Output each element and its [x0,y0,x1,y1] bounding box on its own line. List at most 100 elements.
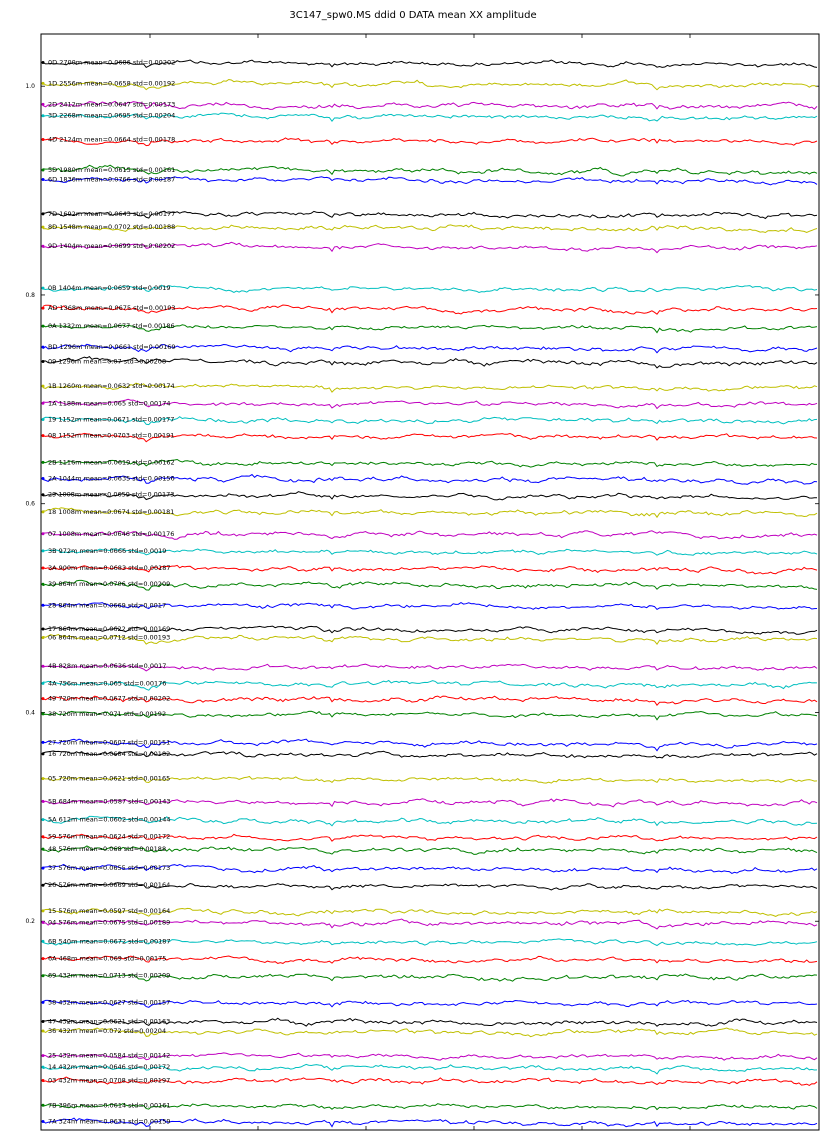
series-label: 14 432m mean=0.0646 std=0.00172 [48,1063,170,1071]
series-line [42,224,818,234]
series-label: 1B 1260m mean=0.0632 std=0.00174 [48,382,175,390]
series-label: 36 432m mean=0.072 std=0.00204 [48,1027,166,1035]
series-line [42,999,818,1008]
series-label: AD 1368m mean=0.0675 std=0.00193 [48,304,176,312]
series-label: 26 576m mean=0.0669 std=0.00164 [48,881,170,889]
series-line [42,164,818,177]
series-marker [41,460,45,464]
series-marker [41,920,45,924]
series-marker [41,777,45,781]
series-line [42,210,818,220]
series-line [42,907,818,917]
series-line [42,663,818,672]
series-label: 25 432m mean=0.0584 std=0.00142 [48,1052,170,1060]
series-line [42,355,818,369]
series-label: 49 720m mean=0.0677 std=0.00202 [48,695,170,703]
series-marker [41,244,45,248]
series-label: 0B 1404m mean=0.0659 std=0.0019 [48,284,171,292]
series-line [42,1076,818,1086]
series-line [42,1017,818,1027]
series-line [42,176,818,186]
series-label: 03 432m mean=0.0708 std=0.00197 [48,1077,170,1085]
series-marker [41,324,45,328]
series-label: 1A 1188m mean=0.065 std=0.00174 [48,399,171,407]
series-label: 3D 2268m mean=0.0695 std=0.00204 [48,112,175,120]
chart-title: 3C147_spw0.MS ddid 0 DATA mean XX amplit… [289,10,537,21]
y-axis: 0.2 0.4 0.6 0.8 1.0 [25,83,819,925]
series-line [42,304,818,315]
series-line [42,382,818,393]
series-label: 39 864m mean=0.0706 std=0.00209 [48,580,170,588]
series-marker [41,477,45,481]
y-tick-label: 1.0 [25,83,35,90]
series-marker [41,345,45,349]
series-marker [41,1119,45,1123]
series-marker [41,1029,45,1033]
series-line [42,750,818,759]
series-label: 37 576m mean=0.0655 std=0.00173 [48,864,170,872]
series-label: 7B 396m mean=0.0614 std=0.00161 [48,1101,171,1109]
series-marker [41,664,45,668]
series-label: 2A 1044m mean=0.0635 std=0.00156 [48,475,175,483]
series-label: 07 1008m mean=0.0646 std=0.00176 [48,530,174,538]
series-label: 9D 1404m mean=0.0699 std=0.00202 [48,242,175,250]
series-label: 2B 1116m mean=0.0619 std=0.00162 [48,458,175,466]
series-marker [41,114,45,118]
series-line [42,633,818,646]
series-line [42,602,818,611]
series-marker [41,627,45,631]
series-marker [41,532,45,536]
series-marker [41,697,45,701]
series-label: 59 576m mean=0.0624 std=0.00172 [48,833,170,841]
series-label: 15 576m mean=0.0597 std=0.00164 [48,907,170,915]
series-label: 08 1152m mean=0.0703 std=0.00191 [48,432,174,440]
series-marker [41,799,45,803]
series-line [42,416,818,426]
series-label: 6D 1836m mean=0.0766 std=0.00187 [48,176,175,184]
y-tick-label: 0.6 [25,501,35,508]
series-marker [41,225,45,229]
series-marker [41,359,45,363]
series-marker [41,1065,45,1069]
series-line [42,284,818,294]
series-line [42,491,818,501]
series-label: 8D 1548m mean=0.0702 std=0.00188 [48,223,175,231]
series-marker [41,712,45,716]
series-marker [41,1000,45,1004]
series-line [42,507,818,519]
series-label: 29 1008m mean=0.0659 std=0.00173 [48,491,174,499]
series-label: 04 576m mean=0.0675 std=0.00189 [48,918,170,926]
series-label: 19 1152m mean=0.0671 std=0.00177 [48,415,174,423]
series-line [43,530,818,540]
series-marker [41,306,45,310]
series-label: 2D 2412m mean=0.0647 std=0.00173 [48,100,175,108]
series-marker [41,752,45,756]
series-line [42,324,818,334]
series-label: 17 864m mean=0.0622 std=0.00169 [48,625,170,633]
series-marker [41,835,45,839]
series-line [42,579,818,591]
series-label: 06 864m mean=0.0712 std=0.00193 [48,634,170,642]
series-label: 4A 756m mean=0.065 std=0.00176 [48,679,166,687]
series-marker [41,974,45,978]
series-line [42,548,818,556]
series-marker [41,81,45,85]
series-label: 0A 1332m mean=0.0677 std=0.00186 [48,322,175,330]
y-tick-label: 0.2 [25,918,35,925]
series-label: 6B 540m mean=0.0672 std=0.00187 [48,937,171,945]
series-label: 09 1296m mean=0.07 std=0.00208 [48,357,166,365]
series-marker [41,510,45,514]
series-label: 4D 2124m mean=0.0664 std=0.00178 [48,136,175,144]
series-line [42,938,818,947]
series-line [42,710,818,721]
series-marker [41,740,45,744]
series-label: 69 432m mean=0.0713 std=0.00209 [48,972,170,980]
series-marker [41,883,45,887]
series-line [42,798,818,808]
series-marker [41,384,45,388]
series-label: 3B 972m mean=0.0666 std=0.0019 [48,547,166,555]
series-marker [41,1054,45,1058]
series-label: 0D 2700m mean=0.0686 std=0.00202 [48,58,175,66]
series-line [42,78,818,91]
